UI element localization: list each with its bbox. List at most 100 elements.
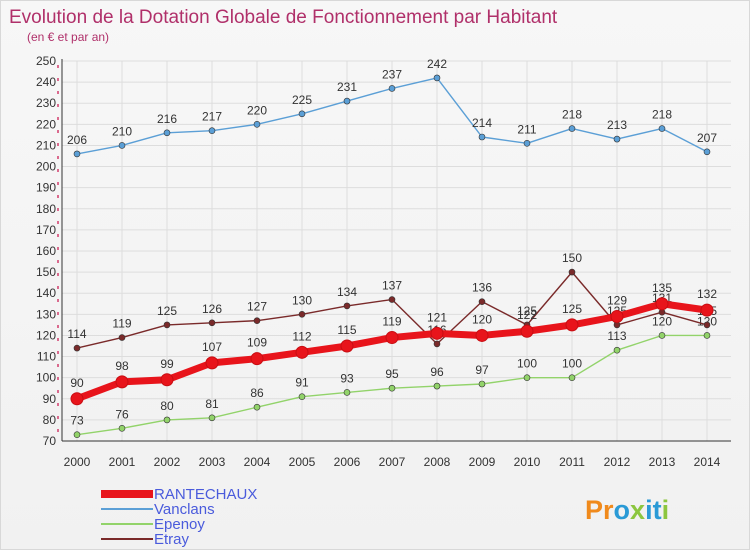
data-point	[703, 148, 711, 156]
data-label: 98	[115, 359, 129, 373]
data-point	[73, 431, 81, 438]
chart-subtitle: (en € et par an)	[27, 30, 109, 44]
data-label: 120	[472, 312, 492, 326]
y-tick-label: 150	[36, 265, 56, 279]
data-point	[163, 416, 171, 424]
data-point	[520, 324, 534, 338]
legend-label: Epenoy	[154, 516, 205, 533]
data-point	[613, 135, 621, 143]
data-point	[523, 374, 531, 381]
data-point	[433, 382, 441, 390]
data-label: 213	[607, 118, 627, 132]
logo-letter: i	[645, 495, 653, 525]
data-label: 150	[562, 251, 582, 265]
data-point	[703, 332, 711, 339]
data-label: 112	[292, 329, 311, 343]
data-label: 91	[295, 376, 309, 390]
series-layer: 206 210 216 217 220 225 231 237 242 214 211 218 213 2…	[67, 57, 717, 438]
data-label: 218	[562, 108, 582, 122]
data-label: 231	[337, 80, 357, 94]
y-tick-label: 180	[36, 202, 56, 216]
x-tick-label: 2007	[379, 455, 406, 469]
data-point	[475, 328, 489, 342]
data-label: 137	[382, 279, 402, 293]
data-label: 125	[517, 304, 537, 318]
axis-layer: 7080901001101201301401501601701801902002…	[36, 54, 731, 469]
x-tick-label: 2002	[154, 455, 181, 469]
data-label: 113	[607, 329, 626, 343]
data-label: 120	[697, 314, 717, 328]
data-point	[253, 317, 261, 324]
x-tick-label: 2001	[109, 455, 136, 469]
data-label: 211	[517, 122, 536, 136]
data-point	[613, 346, 621, 354]
data-point	[250, 352, 264, 366]
data-label: 121	[427, 310, 447, 324]
data-label: 125	[157, 304, 177, 318]
data-point	[118, 142, 126, 149]
data-label: 95	[385, 367, 399, 381]
y-tick-label: 240	[36, 75, 56, 89]
data-label: 207	[697, 131, 717, 145]
data-label: 218	[652, 108, 672, 122]
data-point	[343, 389, 351, 396]
x-tick-label: 2014	[694, 455, 721, 469]
grid-layer	[62, 60, 731, 442]
data-label: 119	[112, 317, 131, 331]
y-tick-label: 210	[36, 138, 56, 152]
y-tick-label: 90	[43, 392, 57, 406]
data-label: 76	[115, 407, 129, 421]
data-point	[703, 321, 711, 329]
y-tick-label: 190	[36, 181, 56, 195]
data-label: 217	[202, 110, 222, 124]
data-label: 135	[652, 281, 672, 295]
y-tick-label: 80	[43, 413, 57, 427]
data-label: 115	[337, 323, 356, 337]
data-point	[253, 121, 261, 128]
data-label: 81	[205, 397, 219, 411]
y-tick-label: 120	[36, 328, 56, 342]
y-tick-label: 100	[36, 371, 56, 385]
data-point	[658, 125, 666, 132]
data-point	[205, 356, 219, 370]
data-point	[298, 393, 306, 400]
data-point	[340, 339, 354, 353]
data-point	[253, 403, 261, 411]
x-tick-label: 2010	[514, 455, 541, 469]
x-tick-label: 2012	[604, 455, 631, 469]
data-point	[478, 133, 486, 141]
data-label: 107	[202, 340, 222, 354]
chart-title: Evolution de la Dotation Globale de Fonc…	[9, 7, 558, 28]
data-point	[163, 321, 171, 329]
logo-letter: P	[585, 495, 603, 525]
data-point	[568, 125, 576, 132]
data-label: 120	[652, 314, 672, 328]
data-point	[568, 374, 576, 381]
data-point	[298, 110, 306, 118]
data-point	[343, 97, 351, 105]
x-tick-label: 2009	[469, 455, 496, 469]
data-point	[70, 392, 84, 406]
x-tick-label: 2008	[424, 455, 451, 469]
data-label: 122	[517, 308, 537, 322]
data-point	[655, 297, 669, 311]
data-point	[385, 331, 399, 345]
x-tick-label: 2011	[559, 455, 585, 469]
logo-letter: x	[630, 495, 645, 525]
data-point	[208, 127, 216, 134]
y-tick-label: 230	[36, 96, 56, 110]
data-label: 220	[247, 103, 267, 117]
data-point	[388, 85, 396, 92]
data-label: 210	[112, 124, 132, 138]
data-label: 127	[247, 300, 267, 314]
y-tick-label: 250	[36, 54, 56, 68]
data-point	[115, 375, 129, 389]
logo-letter: t	[653, 495, 662, 525]
data-point	[295, 345, 309, 359]
y-tick-label: 130	[36, 307, 56, 321]
data-point	[208, 319, 216, 327]
legend-label: Vanclans	[154, 501, 215, 518]
y-tick-label: 220	[36, 117, 56, 131]
data-point	[523, 140, 531, 147]
